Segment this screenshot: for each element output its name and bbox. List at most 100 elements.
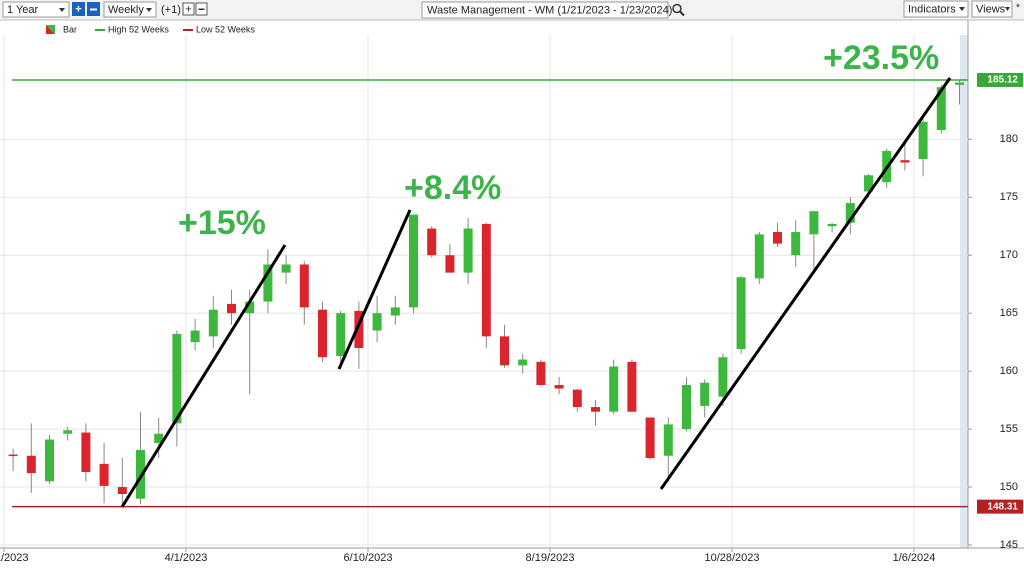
- candle-body: [718, 357, 728, 397]
- candle-body: [263, 264, 273, 302]
- candle-body: [136, 449, 145, 499]
- candle-body: [845, 203, 855, 223]
- candle-body: [463, 228, 473, 273]
- x-tick-label: 10/28/2023: [704, 552, 759, 564]
- x-tick-label: 6/10/2023: [344, 552, 393, 564]
- candle-body: [900, 160, 910, 163]
- indicators-label: Indicators: [908, 3, 956, 15]
- views-button[interactable]: [971, 0, 1013, 18]
- candle-body: [208, 309, 218, 337]
- candle-body: [572, 389, 582, 408]
- candle-body: [518, 359, 528, 366]
- minus-icon: [198, 8, 205, 10]
- x-tick-label: 4/1/2023: [165, 552, 208, 564]
- trend-line: [337, 209, 412, 370]
- annotation: +8.4%: [404, 169, 501, 207]
- y-tick-label: 170: [1000, 249, 1018, 261]
- candle-body: [682, 385, 691, 430]
- candle-body: [773, 232, 782, 244]
- candle-body: [172, 334, 182, 424]
- trend-lines: [120, 77, 952, 508]
- y-tick-label: 145: [1000, 539, 1018, 551]
- candle-body: [318, 309, 327, 358]
- price-tag: [977, 72, 1023, 87]
- legend-label: Bar: [63, 24, 77, 34]
- candle-body: [427, 228, 437, 256]
- candle-body: [336, 313, 346, 357]
- candle-body: [26, 455, 36, 474]
- offset-plus-button[interactable]: [182, 2, 195, 16]
- plus-icon: +: [185, 3, 191, 15]
- candle-body: [299, 264, 309, 308]
- candle-body: [190, 330, 200, 343]
- candle-body: [663, 424, 673, 456]
- candle-body: [372, 313, 382, 331]
- offset-label: (+1): [161, 4, 181, 16]
- views-label: Views: [976, 3, 1006, 15]
- future-zone: [960, 35, 968, 548]
- candle-body: [45, 439, 54, 482]
- minus-icon: [90, 8, 97, 11]
- y-tick-label: 175: [1000, 191, 1018, 203]
- annotation: +23.5%: [823, 39, 939, 77]
- price-tag-label: 185.12: [987, 75, 1018, 86]
- y-tick-label: 155: [1000, 423, 1018, 435]
- indicators-button[interactable]: [903, 0, 969, 18]
- interval-select[interactable]: [103, 1, 157, 18]
- candle-body: [955, 82, 964, 85]
- range-select[interactable]: [2, 1, 70, 18]
- candle-body: [154, 433, 164, 443]
- candle-body: [827, 223, 837, 227]
- x-tick-label: 8/19/2023: [526, 552, 575, 564]
- candle-body: [936, 87, 946, 131]
- candle-body: [554, 385, 564, 389]
- search-icon-handle: [679, 10, 685, 17]
- symbol-label: Waste Management - WM (1/21/2023 - 1/23/…: [427, 4, 672, 16]
- dropdown-arrow: [959, 7, 965, 11]
- candle-body: [736, 277, 746, 350]
- interval-label: Weekly: [108, 4, 144, 16]
- candle-body: [700, 382, 710, 406]
- candle-body: [591, 407, 600, 412]
- candle-body: [409, 214, 418, 308]
- y-tick-label: 165: [1000, 307, 1018, 319]
- legend-label: Low 52 Weeks: [196, 24, 255, 34]
- x-tick-label: 1/21/2023: [0, 552, 28, 564]
- candle-body: [627, 361, 637, 412]
- legend-label: High 52 Weeks: [108, 24, 169, 34]
- price-tag: [977, 499, 1023, 514]
- candle-body: [609, 366, 619, 412]
- candle-body: [809, 211, 819, 235]
- candle-body: [536, 361, 546, 386]
- candle-body: [81, 432, 91, 472]
- symbol-box[interactable]: [421, 1, 669, 19]
- candle-body: [390, 307, 400, 316]
- candle-body: [791, 232, 801, 256]
- y-tick-label: 180: [1000, 133, 1018, 145]
- candle-body: [245, 301, 255, 314]
- zoom-in-button[interactable]: [72, 2, 85, 16]
- candle-body: [354, 310, 364, 348]
- pin-icon: *: [1016, 3, 1020, 14]
- candle-body: [445, 255, 455, 273]
- candle-body: [645, 417, 655, 459]
- search-icon[interactable]: [672, 3, 682, 14]
- trend-line: [120, 244, 287, 508]
- candle-body: [754, 234, 764, 279]
- plus-icon: +: [75, 3, 81, 15]
- dropdown-arrow: [1005, 7, 1010, 11]
- dropdown-arrow: [59, 8, 65, 12]
- legend-swatch: [46, 25, 55, 34]
- candle-body: [481, 223, 491, 337]
- legend: Bar High 52 Weeks Low 52 Weeks: [46, 24, 255, 34]
- candle-body: [281, 264, 291, 273]
- y-tick-label: 160: [1000, 365, 1018, 377]
- price-tag-label: 148.31: [987, 501, 1018, 512]
- candle-body: [227, 303, 236, 314]
- candle-body: [864, 175, 873, 192]
- x-tick-label: 1/6/2024: [893, 552, 936, 564]
- candle-body: [8, 454, 18, 457]
- trend-line: [659, 77, 952, 490]
- annotation: +15%: [178, 204, 266, 242]
